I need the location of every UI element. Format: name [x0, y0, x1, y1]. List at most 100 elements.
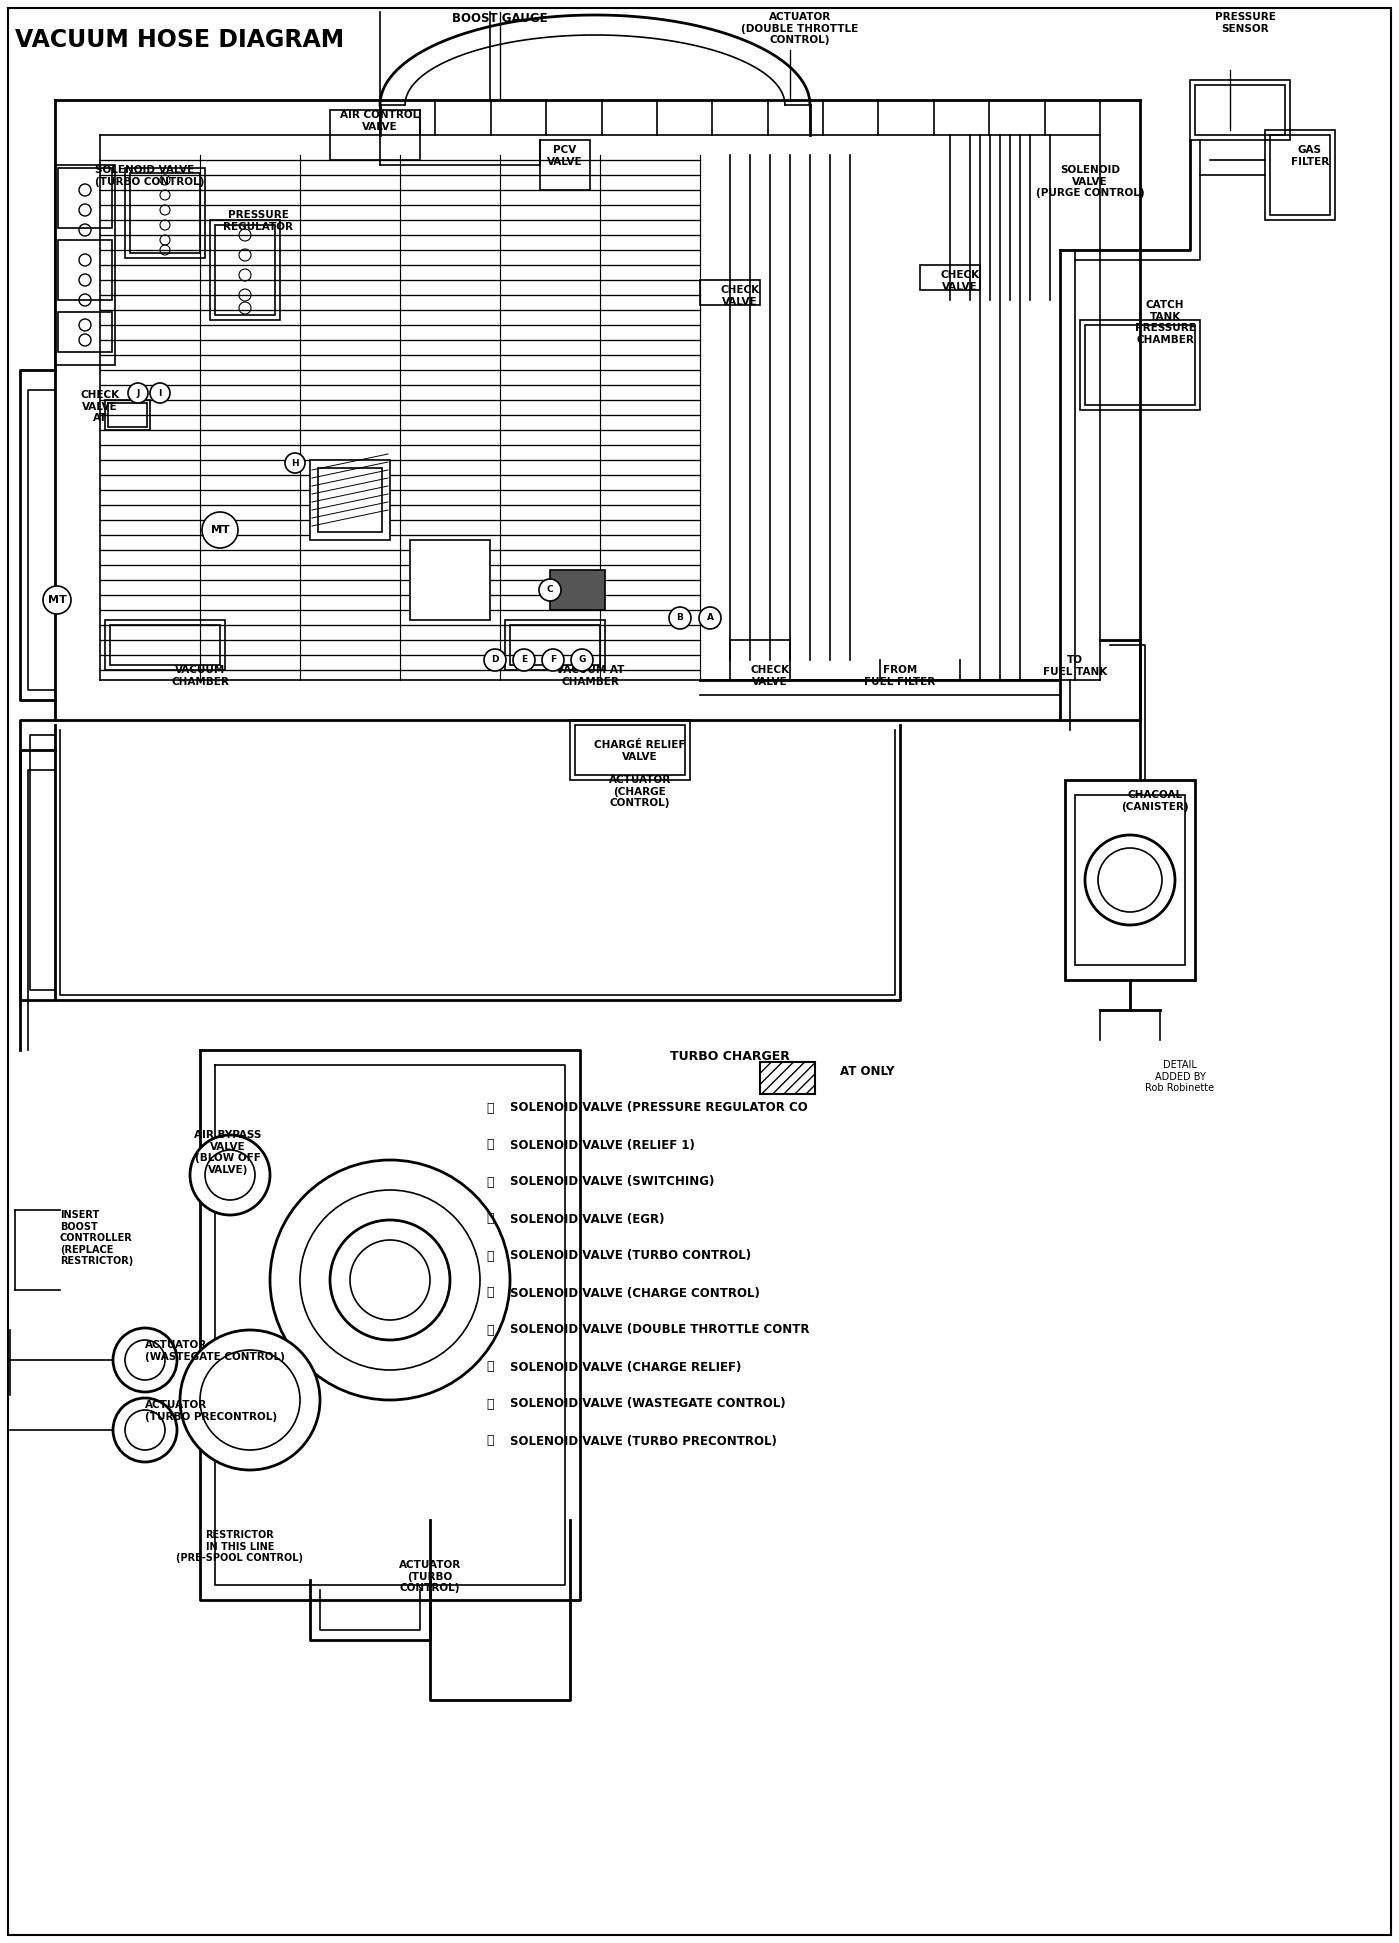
Circle shape	[127, 383, 148, 402]
Circle shape	[190, 1135, 270, 1214]
Bar	[125, 167, 206, 258]
Bar	[730, 639, 790, 680]
Bar	[105, 400, 150, 429]
Text: G: G	[578, 655, 586, 665]
Text: SOLENOID VALVE
(TURBO CONTROL): SOLENOID VALVE (TURBO CONTROL)	[95, 165, 204, 187]
Text: A: A	[706, 614, 713, 622]
Text: CHACOAL
(CANISTER): CHACOAL (CANISTER)	[1121, 791, 1189, 812]
Text: VACUUM HOSE DIAGRAM: VACUUM HOSE DIAGRAM	[15, 27, 344, 52]
Text: TO
FUEL TANK: TO FUEL TANK	[1042, 655, 1107, 676]
Bar	[700, 280, 760, 305]
Text: PRESSURE
REGULATOR: PRESSURE REGULATOR	[222, 210, 292, 231]
Bar	[410, 540, 490, 620]
Text: ⓓ: ⓓ	[487, 1212, 494, 1226]
Text: ⓐ: ⓐ	[487, 1102, 494, 1115]
Bar	[57, 313, 112, 352]
Text: SOLENOID VALVE (CHARGE RELIEF): SOLENOID VALVE (CHARGE RELIEF)	[511, 1360, 741, 1374]
Text: ACTUATOR
(CHARGE
CONTROL): ACTUATOR (CHARGE CONTROL)	[609, 775, 672, 808]
Text: CHECK
VALVE: CHECK VALVE	[720, 286, 760, 307]
Circle shape	[484, 649, 506, 670]
Text: D: D	[491, 655, 499, 665]
Text: PRESSURE
SENSOR: PRESSURE SENSOR	[1214, 12, 1276, 33]
Text: T: T	[217, 525, 224, 534]
Bar	[1080, 321, 1200, 410]
Bar	[1086, 324, 1195, 404]
Circle shape	[201, 513, 238, 548]
Bar	[921, 264, 981, 290]
Text: SOLENOID VALVE (CHARGE CONTROL): SOLENOID VALVE (CHARGE CONTROL)	[511, 1286, 760, 1300]
Text: SOLENOID VALVE (RELIEF 1): SOLENOID VALVE (RELIEF 1)	[511, 1139, 695, 1152]
Text: GAS
FILTER: GAS FILTER	[1291, 146, 1329, 167]
Text: ⓗ: ⓗ	[487, 1360, 494, 1374]
Text: ⓘ: ⓘ	[487, 1397, 494, 1411]
Circle shape	[270, 1160, 511, 1401]
Bar	[569, 721, 690, 779]
Bar	[760, 1063, 816, 1094]
Circle shape	[125, 1411, 165, 1449]
Text: SOLENOID VALVE (PRESSURE REGULATOR CO: SOLENOID VALVE (PRESSURE REGULATOR CO	[511, 1102, 807, 1115]
Text: CHECK
VALVE
AT: CHECK VALVE AT	[80, 391, 119, 424]
Text: INSERT
BOOST
CONTROLLER
(REPLACE
RESTRICTOR): INSERT BOOST CONTROLLER (REPLACE RESTRIC…	[60, 1210, 133, 1267]
Circle shape	[206, 1150, 255, 1201]
Bar	[511, 626, 600, 665]
Text: F: F	[550, 655, 555, 665]
Text: AIR BYPASS
VALVE
(BLOW OFF
VALVE): AIR BYPASS VALVE (BLOW OFF VALVE)	[194, 1131, 262, 1176]
Text: RESTRICTOR
IN THIS LINE
(PRE-SPOOL CONTROL): RESTRICTOR IN THIS LINE (PRE-SPOOL CONTR…	[176, 1529, 304, 1564]
Circle shape	[350, 1240, 429, 1319]
Circle shape	[541, 649, 564, 670]
Text: SOLENOID VALVE (EGR): SOLENOID VALVE (EGR)	[511, 1212, 665, 1226]
Text: MT: MT	[211, 525, 229, 534]
Text: CHECK
VALVE: CHECK VALVE	[750, 665, 789, 686]
Text: SOLENOID VALVE (DOUBLE THROTTLE CONTR: SOLENOID VALVE (DOUBLE THROTTLE CONTR	[511, 1323, 810, 1337]
Text: SOLENOID
VALVE
(PURGE CONTROL): SOLENOID VALVE (PURGE CONTROL)	[1035, 165, 1144, 198]
Bar	[57, 241, 112, 299]
Circle shape	[669, 606, 691, 630]
Text: DETAIL
ADDED BY
Rob Robinette: DETAIL ADDED BY Rob Robinette	[1146, 1061, 1214, 1094]
Text: ⓖ: ⓖ	[487, 1323, 494, 1337]
Bar	[215, 225, 276, 315]
Text: J: J	[136, 389, 140, 398]
Text: C: C	[547, 585, 554, 595]
Bar	[1270, 134, 1330, 216]
Text: I: I	[158, 389, 162, 398]
Text: PCV
VALVE: PCV VALVE	[547, 146, 583, 167]
Text: ACTUATOR
(WASTEGATE CONTROL): ACTUATOR (WASTEGATE CONTROL)	[145, 1341, 285, 1362]
Text: E: E	[520, 655, 527, 665]
Text: CHARGÉ RELIEF
VALVE: CHARGÉ RELIEF VALVE	[595, 740, 686, 762]
Bar	[55, 165, 115, 365]
Text: MT: MT	[48, 595, 66, 604]
Text: CATCH
TANK
PRESSURE
CHAMBER: CATCH TANK PRESSURE CHAMBER	[1135, 299, 1195, 344]
Circle shape	[700, 606, 720, 630]
Text: ⓒ: ⓒ	[487, 1176, 494, 1189]
Bar	[1074, 795, 1185, 966]
Circle shape	[113, 1327, 178, 1391]
Circle shape	[513, 649, 534, 670]
Circle shape	[150, 383, 171, 402]
Text: H: H	[291, 459, 299, 468]
Text: ACTUATOR
(TURBO PRECONTROL): ACTUATOR (TURBO PRECONTROL)	[145, 1401, 277, 1422]
Bar	[105, 620, 225, 670]
Text: SOLENOID VALVE (TURBO PRECONTROL): SOLENOID VALVE (TURBO PRECONTROL)	[511, 1434, 776, 1448]
Circle shape	[113, 1399, 178, 1461]
Text: ⓑ: ⓑ	[487, 1139, 494, 1152]
Bar	[108, 402, 147, 427]
Bar	[1265, 130, 1335, 220]
Circle shape	[1098, 847, 1163, 911]
Bar	[505, 620, 604, 670]
Text: ⓕ: ⓕ	[487, 1286, 494, 1300]
Bar	[550, 569, 604, 610]
Text: VACUUM AT
CHAMBER: VACUUM AT CHAMBER	[555, 665, 624, 686]
Text: VACUUM
CHAMBER: VACUUM CHAMBER	[171, 665, 229, 686]
Circle shape	[330, 1220, 450, 1341]
Bar	[210, 220, 280, 321]
Text: ACTUATOR
(TURBO
CONTROL): ACTUATOR (TURBO CONTROL)	[399, 1560, 462, 1593]
Bar	[1195, 85, 1286, 134]
Text: ACTUATOR
(DOUBLE THROTTLE
CONTROL): ACTUATOR (DOUBLE THROTTLE CONTROL)	[741, 12, 859, 45]
Text: B: B	[677, 614, 684, 622]
Bar	[1065, 779, 1195, 979]
Text: ⓙ: ⓙ	[487, 1434, 494, 1448]
Circle shape	[200, 1350, 299, 1449]
Bar	[1191, 80, 1290, 140]
Bar	[311, 460, 390, 540]
Text: FROM
FUEL FILTER: FROM FUEL FILTER	[865, 665, 936, 686]
